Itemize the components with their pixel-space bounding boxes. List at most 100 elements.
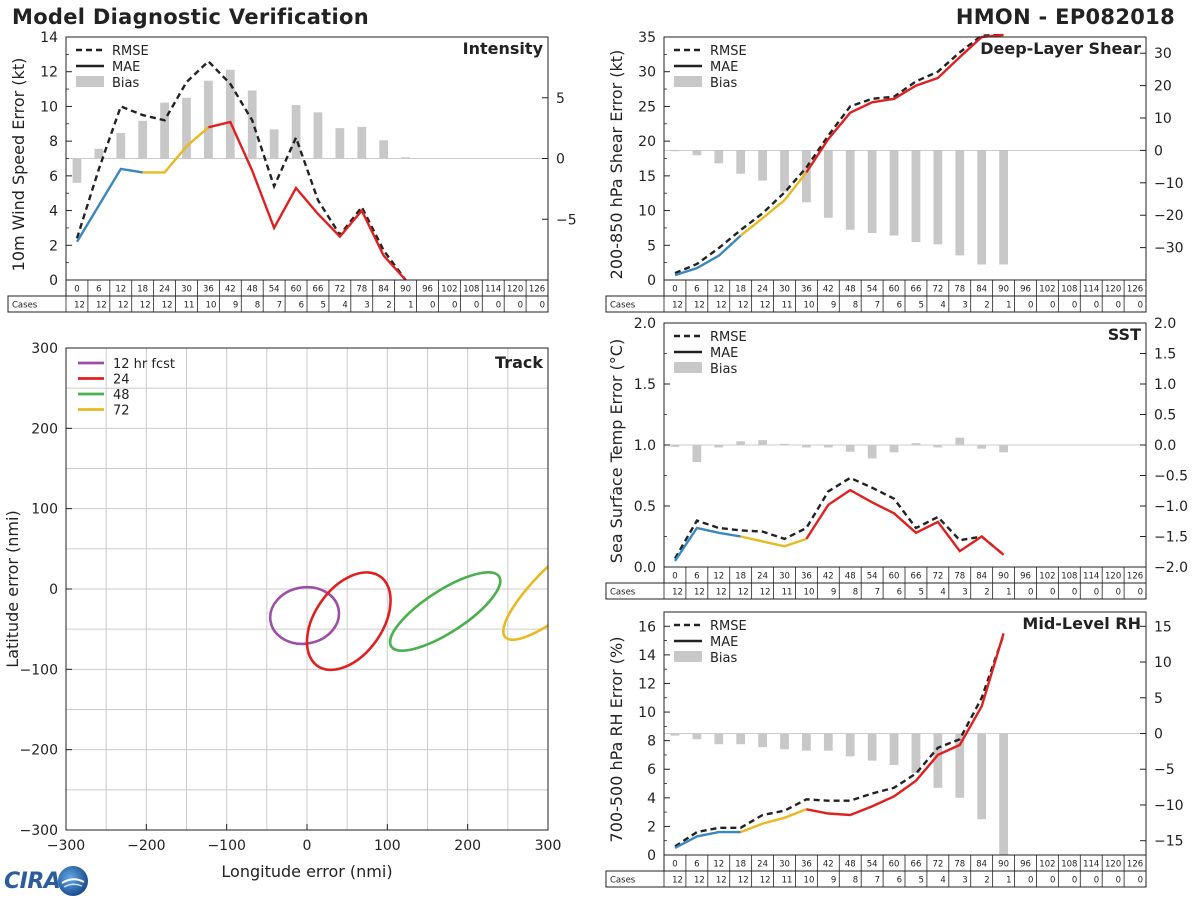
sst-cases-cell-126: 0 bbox=[1138, 588, 1143, 598]
intensity-hour-cell-30: 30 bbox=[181, 285, 192, 295]
rh-hour-cell-0: 0 bbox=[672, 860, 677, 870]
shear-cases-cell-96: 0 bbox=[1028, 301, 1033, 311]
intensity-cases-cell-6: 12 bbox=[96, 301, 107, 311]
rh-cases-cell-54: 7 bbox=[875, 876, 880, 886]
shear-hour-cell-24: 24 bbox=[757, 285, 768, 295]
sst-bias-bar-90 bbox=[999, 445, 1008, 453]
intensity-bias-bar-12 bbox=[116, 132, 126, 159]
shear-cases-cell-24: 12 bbox=[760, 301, 771, 311]
shear-ytick-label: 20 bbox=[638, 134, 656, 150]
rh-bias-bar-12 bbox=[714, 733, 724, 745]
intensity-cases-cell-36: 10 bbox=[206, 301, 217, 311]
rh-cases-cell-24: 12 bbox=[760, 876, 771, 886]
sst-cases-cell-84: 2 bbox=[984, 588, 989, 598]
intensity-bias-bar-84 bbox=[379, 140, 389, 159]
sst-y2tick-label: −1.0 bbox=[1154, 499, 1188, 515]
intensity-hour-cell-102: 102 bbox=[441, 285, 457, 295]
intensity-bias-bar-24 bbox=[160, 102, 169, 159]
shear-hour-cell-102: 102 bbox=[1039, 285, 1055, 295]
shear-bias-bar-6 bbox=[692, 150, 702, 156]
rh-legend-rmse: RMSE bbox=[710, 619, 747, 634]
intensity-bias-bar-72 bbox=[335, 128, 345, 159]
intensity-hour-cell-78: 78 bbox=[356, 285, 367, 295]
shear-cases-cell-114: 0 bbox=[1094, 301, 1099, 311]
rh-bias-bar-24 bbox=[758, 733, 767, 748]
shear-cases-cell-6: 12 bbox=[694, 301, 705, 311]
sst-hour-cell-108: 108 bbox=[1061, 572, 1077, 582]
sst-cases-cell-120: 0 bbox=[1116, 588, 1121, 598]
shear-y2tick-label: −30 bbox=[1154, 241, 1184, 257]
rh-bias-bar-66 bbox=[911, 733, 921, 773]
intensity-ytick-label: 12 bbox=[40, 65, 58, 81]
shear-y2tick-label: 10 bbox=[1154, 111, 1172, 127]
intensity-hour-cell-66: 66 bbox=[313, 285, 324, 295]
sst-y2tick-label: −1.5 bbox=[1154, 530, 1188, 546]
rh-bias-bar-18 bbox=[736, 733, 746, 745]
rh-cases-cell-84: 2 bbox=[984, 876, 989, 886]
track-ellipse-72h bbox=[502, 512, 548, 642]
sst-bias-bar-6 bbox=[692, 445, 702, 463]
shear-hour-cell-120: 120 bbox=[1105, 285, 1121, 295]
rh-cases-cell-96: 0 bbox=[1028, 876, 1033, 886]
sst-cases-cell-90: 1 bbox=[1006, 588, 1011, 598]
rh-hour-cell-36: 36 bbox=[801, 860, 812, 870]
shear-bias-bar-60 bbox=[889, 150, 899, 236]
shear-ytick-label: 15 bbox=[638, 169, 656, 185]
shear-hour-cell-84: 84 bbox=[976, 285, 987, 295]
sst-hour-cell-48: 48 bbox=[845, 572, 856, 582]
shear-bias-bar-78 bbox=[955, 150, 965, 256]
intensity-bias-bar-18 bbox=[138, 120, 148, 159]
shear-ytick-label: 10 bbox=[638, 204, 656, 220]
rh-ytick-label: 0 bbox=[647, 848, 656, 864]
sst-hour-cell-12: 12 bbox=[713, 572, 724, 582]
shear-cases-cell-84: 2 bbox=[984, 301, 989, 311]
shear-hour-cell-114: 114 bbox=[1083, 285, 1099, 295]
shear-legend-bias-swatch bbox=[674, 76, 702, 87]
intensity-mae-line-36h-plus bbox=[208, 120, 407, 281]
shear-hour-cell-54: 54 bbox=[867, 285, 878, 295]
shear-legend-mae: MAE bbox=[710, 60, 738, 75]
shear-legend-rmse: RMSE bbox=[710, 44, 747, 59]
intensity-ytick-label: 6 bbox=[49, 169, 58, 185]
shear-cases-cell-102: 0 bbox=[1050, 301, 1055, 311]
sst-bias-bar-42 bbox=[823, 445, 833, 448]
shear-cases-cell-0: 12 bbox=[672, 301, 683, 311]
shear-y2tick-label: −10 bbox=[1154, 176, 1184, 192]
rh-hour-cell-126: 126 bbox=[1127, 860, 1143, 870]
rh-mae-line-36h-plus bbox=[806, 633, 1005, 817]
rh-y2tick-label: 5 bbox=[1154, 691, 1163, 707]
shear-hour-cell-108: 108 bbox=[1061, 285, 1077, 295]
track-ytick-label: 300 bbox=[31, 341, 58, 357]
shear-cases-cell-120: 0 bbox=[1116, 301, 1121, 311]
intensity-hour-cell-108: 108 bbox=[463, 285, 479, 295]
sst-y2tick-label: 1.0 bbox=[1154, 377, 1176, 393]
intensity-cases-cell-72: 4 bbox=[342, 301, 347, 311]
sst-title: SST bbox=[1108, 325, 1141, 344]
sst-mae-line-18-36h bbox=[740, 535, 807, 548]
sst-cases-cell-42: 9 bbox=[831, 588, 836, 598]
track-ytick-label: 100 bbox=[31, 502, 58, 518]
track-ytick-label: 200 bbox=[31, 421, 58, 437]
intensity-legend-mae: MAE bbox=[112, 60, 140, 75]
rh-cases-cell-120: 0 bbox=[1116, 876, 1121, 886]
intensity-legend-rmse: RMSE bbox=[112, 44, 149, 59]
sst-bias-bar-48 bbox=[845, 445, 855, 452]
sst-ytick-label: 0.0 bbox=[634, 560, 656, 576]
shear-cases-cell-60: 6 bbox=[897, 301, 902, 311]
intensity-y2tick-label: 0 bbox=[556, 152, 565, 168]
intensity-cases-cell-120: 0 bbox=[518, 301, 523, 311]
intensity-hour-cell-12: 12 bbox=[115, 285, 126, 295]
sst-bias-bar-66 bbox=[911, 443, 921, 445]
track-legend-label-3: 72 bbox=[113, 404, 130, 419]
sst-cases-cell-78: 3 bbox=[962, 588, 967, 598]
intensity-ytick-label: 14 bbox=[40, 30, 58, 46]
sst-ylabel: Sea Surface Temp Error (°C) bbox=[607, 339, 626, 563]
rh-rmse-line bbox=[674, 634, 1005, 848]
track-ytick-label: −200 bbox=[20, 743, 58, 759]
intensity-cases-cell-90: 1 bbox=[408, 301, 413, 311]
rh-hour-cell-120: 120 bbox=[1105, 860, 1121, 870]
track-ytick-label: −100 bbox=[20, 662, 58, 678]
intensity-rmse-line bbox=[75, 59, 407, 281]
intensity-hour-cell-114: 114 bbox=[485, 285, 501, 295]
sst-cases-cell-72: 4 bbox=[940, 588, 945, 598]
